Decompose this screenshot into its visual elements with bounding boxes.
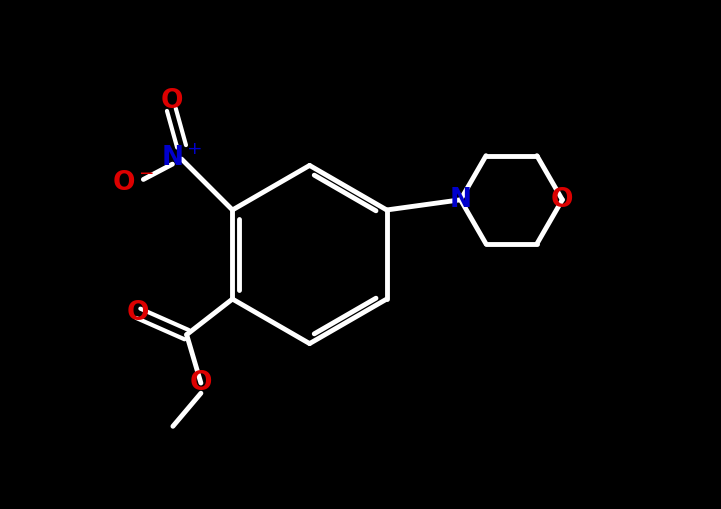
Text: O: O xyxy=(190,370,212,396)
Text: O: O xyxy=(160,88,182,114)
Text: O$^-$: O$^-$ xyxy=(112,171,154,196)
Text: O: O xyxy=(127,300,149,326)
Text: N: N xyxy=(450,187,472,213)
Text: O: O xyxy=(551,187,574,213)
Text: N$^+$: N$^+$ xyxy=(161,146,203,172)
